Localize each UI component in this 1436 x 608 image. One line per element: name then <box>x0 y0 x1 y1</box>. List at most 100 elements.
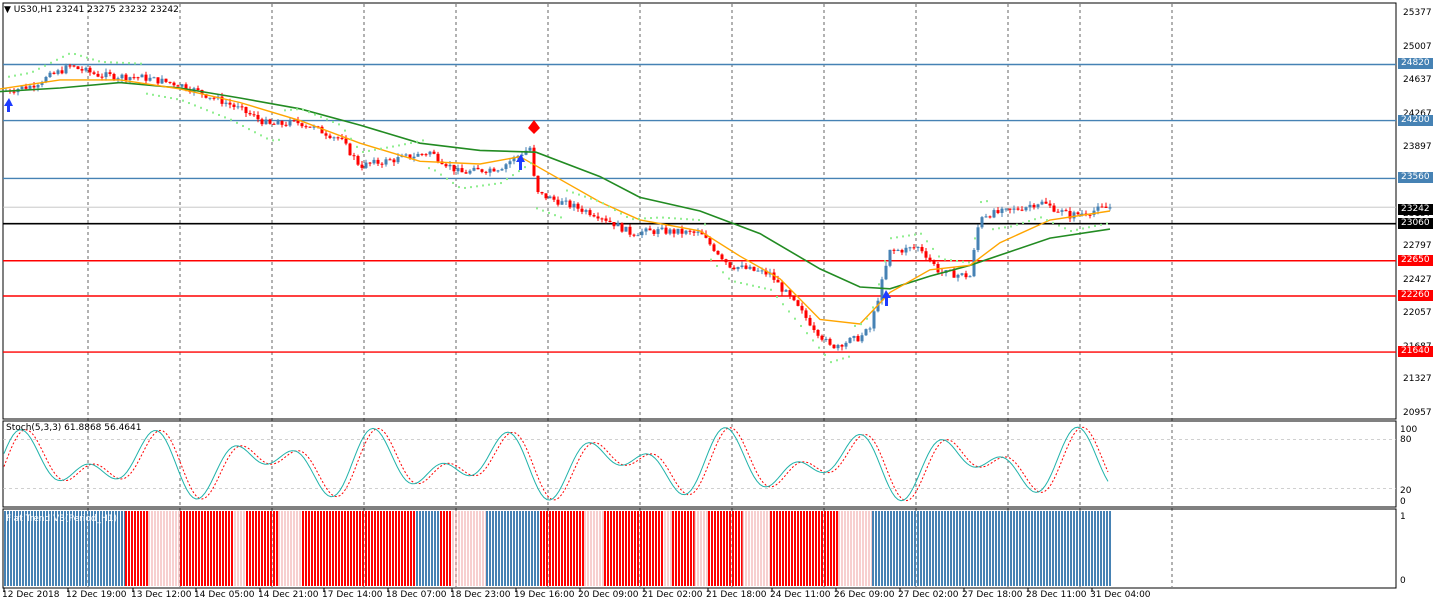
flat-trend-bar <box>634 511 636 586</box>
sar-dot <box>776 296 778 299</box>
price-tick: 22057 <box>1403 308 1432 319</box>
flat-trend-bar <box>652 511 654 586</box>
flat-trend-bar <box>667 511 669 586</box>
flat-trend-bar <box>902 511 904 586</box>
sar-dot <box>566 189 568 192</box>
candle-body <box>332 137 336 139</box>
candle-body <box>364 162 368 168</box>
sar-dot <box>314 113 316 116</box>
candle-body <box>176 85 180 87</box>
candle-body <box>728 262 732 268</box>
triangle-down-icon[interactable]: ▼ <box>4 5 11 15</box>
candle-body <box>900 249 904 253</box>
candle-body <box>456 168 460 172</box>
candle-body <box>528 147 532 151</box>
sar-dot <box>692 218 694 221</box>
candle-body <box>340 137 344 139</box>
sar-dot <box>128 62 130 65</box>
flat-trend-bar <box>690 511 692 586</box>
candle-body <box>428 151 432 155</box>
sar-dot <box>302 108 304 111</box>
flat-trend-bar <box>1037 511 1039 586</box>
sar-dot <box>278 138 280 141</box>
candle-body <box>24 86 28 89</box>
candle-body <box>408 154 412 159</box>
flat-trend-bar <box>655 511 657 586</box>
candle-body <box>968 276 972 278</box>
flat-trend-bar <box>622 511 624 586</box>
price-tick: 21327 <box>1403 374 1432 385</box>
price-tick: 25377 <box>1403 8 1432 19</box>
symbol-header[interactable]: ▼ US30,H1 23241 23275 23232 23242 <box>4 5 179 15</box>
flat-trend-bar <box>163 511 165 586</box>
flat-trend-bar <box>833 511 835 586</box>
sar-dot <box>158 94 160 97</box>
flat-trend-bar <box>684 511 686 586</box>
candle-body <box>596 216 600 219</box>
sar-dot <box>518 170 520 173</box>
candle-body <box>704 234 708 238</box>
flat-trend-bar <box>151 511 153 586</box>
flat-trend-bar <box>317 511 319 586</box>
sar-dot <box>1082 227 1084 230</box>
flat-trend-bar <box>112 511 114 586</box>
flat-trend-bar <box>34 511 36 586</box>
sar-dot <box>50 61 52 64</box>
flat-trend-bar <box>911 511 913 586</box>
flat-trend-bar <box>573 511 575 586</box>
sar-dot <box>20 73 22 76</box>
sar-dot <box>902 235 904 238</box>
sar-dot <box>248 128 250 131</box>
flat-trend-bar <box>1013 511 1015 586</box>
flat-trend-bar <box>501 511 503 586</box>
main-panel-frame <box>2 2 1397 420</box>
candle-body <box>1048 203 1052 206</box>
flat-trend-bar <box>252 511 254 586</box>
sar-dot <box>716 264 718 267</box>
flat-trend-bar <box>681 511 683 586</box>
candle-body <box>320 126 324 134</box>
time-tick: 20 Dec 09:00 <box>578 590 639 600</box>
flat-trend-bar <box>711 511 713 586</box>
sar-dot <box>728 277 730 280</box>
flat-trend-bar <box>228 511 230 586</box>
candle-body <box>832 344 836 349</box>
sar-dot <box>464 186 466 189</box>
price-tick: 25007 <box>1403 41 1432 52</box>
candle-body <box>432 151 436 154</box>
flat-trend-bar <box>273 511 275 586</box>
sar-dot <box>752 284 754 287</box>
flat-trend-bar <box>383 511 385 586</box>
candle-body <box>272 123 276 125</box>
flat-trend-bar <box>995 511 997 586</box>
sar-dot <box>950 259 952 262</box>
sar-dot <box>428 167 430 170</box>
candle-body <box>1032 204 1036 208</box>
time-tick: 26 Dec 09:00 <box>834 590 895 600</box>
candle-body <box>776 279 780 283</box>
candle-body <box>692 231 696 233</box>
flat-trend-bar <box>540 511 542 586</box>
candle-body <box>160 78 164 84</box>
sar-dot <box>188 102 190 105</box>
sar-dot <box>416 140 418 143</box>
flat-trend-bar <box>640 511 642 586</box>
candle-body <box>180 84 184 87</box>
flat-trend-bar <box>836 511 838 586</box>
flat-trend-bar <box>166 511 168 586</box>
flat-trend-bar <box>504 511 506 586</box>
candle-body <box>288 120 292 126</box>
flat-trend-bar <box>986 511 988 586</box>
flat-trend-bar <box>582 511 584 586</box>
candle-body <box>1008 208 1012 210</box>
candle-body <box>648 228 652 231</box>
flat-trend-bar <box>953 511 955 586</box>
flat-trend-bar <box>178 511 180 586</box>
candle-body <box>656 229 660 234</box>
candle-body <box>652 230 656 234</box>
flat-trend-bar <box>347 511 349 586</box>
candle-body <box>892 249 896 251</box>
sar-dot <box>134 62 136 65</box>
candle-body <box>132 77 136 79</box>
